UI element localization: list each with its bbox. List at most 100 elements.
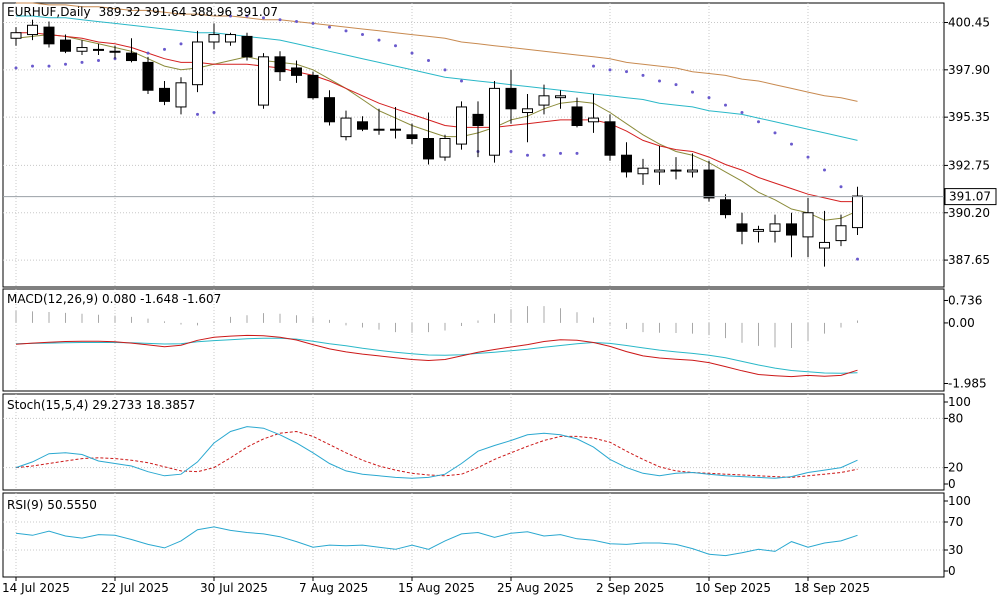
price-tick-label: 387.65 — [948, 253, 990, 267]
time-tick-label: 14 Jul 2025 — [2, 581, 70, 595]
sar-dot — [658, 79, 661, 83]
sar-dot — [212, 111, 216, 115]
sar-dot — [295, 20, 298, 24]
candle — [340, 110, 352, 141]
candle-body-up — [538, 95, 550, 106]
sar-dot — [311, 21, 315, 25]
candle-body-down — [357, 121, 368, 130]
grid — [3, 3, 944, 577]
ma-line-2 — [16, 15, 858, 141]
sar-dot — [856, 257, 859, 261]
panel-frame-macd — [2, 288, 945, 392]
sar-dot — [707, 96, 711, 100]
price-panel — [3, 2, 944, 267]
candle — [258, 53, 269, 109]
sar-dot — [691, 90, 694, 94]
candle-body-down — [472, 113, 484, 127]
sar-dot — [179, 42, 183, 46]
sar-dot — [262, 16, 265, 20]
candle — [175, 77, 187, 115]
time-tick-label: 2 Sep 2025 — [596, 581, 664, 595]
candle-body-up — [93, 48, 104, 51]
macd-tick-label: -1.985 — [948, 376, 987, 390]
candle — [654, 145, 665, 185]
candle-body-up — [225, 34, 236, 43]
candle — [522, 93, 533, 143]
sar-dot — [427, 59, 430, 63]
sar-dot — [344, 29, 348, 33]
candle — [208, 23, 220, 50]
sar-dot — [757, 120, 760, 124]
sar-dot — [394, 44, 397, 48]
candle-body-up — [27, 24, 38, 36]
ma-line-3 — [16, 2, 858, 102]
candle — [802, 197, 814, 258]
rsi-tick-label: 100 — [948, 494, 971, 508]
candle-body-down — [720, 199, 731, 216]
sar-dot — [542, 153, 546, 157]
candle-body-up — [769, 223, 781, 232]
candle — [373, 108, 385, 135]
candle-body-up — [637, 167, 649, 175]
time-tick-label: 30 Jul 2025 — [200, 581, 268, 595]
sar-dot — [14, 66, 18, 70]
axes: 400.45 397.90 395.35 392.75 390.20 387.65 0.73… — [2, 15, 997, 595]
sar-dot — [823, 168, 826, 172]
candle-body-up — [835, 225, 847, 242]
sar-dot — [163, 47, 166, 51]
candle-body-down — [703, 169, 715, 199]
candle — [588, 93, 599, 133]
sar-dot — [80, 60, 84, 64]
candle — [555, 90, 566, 109]
sar-dot — [509, 149, 513, 153]
price-tick-label: 395.35 — [948, 110, 990, 124]
candle — [720, 194, 731, 219]
candle — [604, 114, 616, 161]
candle — [852, 186, 863, 236]
candle-body-down — [43, 26, 55, 45]
sar-dot — [608, 68, 612, 72]
price-tick-label: 390.20 — [948, 206, 990, 220]
sar-dot — [674, 83, 678, 87]
sar-dot — [806, 155, 810, 159]
candle-body-up — [687, 169, 698, 173]
candle — [307, 71, 319, 100]
sar-dot — [559, 151, 562, 155]
candle — [637, 158, 649, 185]
sar-dot — [790, 142, 793, 146]
sar-dot — [724, 103, 727, 107]
candle-body-down — [291, 67, 302, 76]
ma-line-0 — [15, 34, 858, 221]
macd-panel — [15, 306, 858, 378]
candle — [159, 80, 170, 106]
rsi-tick-label: 70 — [948, 515, 963, 529]
chart-header: EURHUF,Daily 389.32 391.64 388.96 391.07 — [7, 5, 278, 19]
candle-body-up — [489, 87, 500, 156]
candle — [291, 60, 302, 83]
time-tick-label: 22 Jul 2025 — [101, 581, 169, 595]
candle — [538, 84, 550, 115]
candle-body-up — [10, 32, 22, 39]
candle-body-up — [753, 228, 764, 232]
candle — [93, 43, 104, 55]
sar-dot — [328, 25, 331, 29]
macd-tick-label: 0.00 — [948, 316, 975, 330]
candle — [687, 153, 698, 178]
sar-dot — [839, 185, 843, 189]
panel-frame-rsi — [2, 492, 945, 578]
candle — [423, 112, 434, 165]
candle-body-up — [390, 128, 401, 131]
sar-dot — [410, 51, 414, 55]
candle-body-up — [192, 41, 203, 86]
candle-body-up — [439, 138, 451, 158]
candle-body-down — [736, 223, 748, 232]
sar-dot — [278, 18, 282, 22]
stoch-tick-label: 100 — [948, 395, 971, 409]
stoch-tick-label: 0 — [948, 477, 956, 491]
sar-dot — [229, 14, 232, 18]
candle — [10, 27, 22, 46]
candle-body-down — [60, 39, 71, 52]
candle — [43, 21, 55, 48]
candle-body-down — [406, 134, 418, 140]
